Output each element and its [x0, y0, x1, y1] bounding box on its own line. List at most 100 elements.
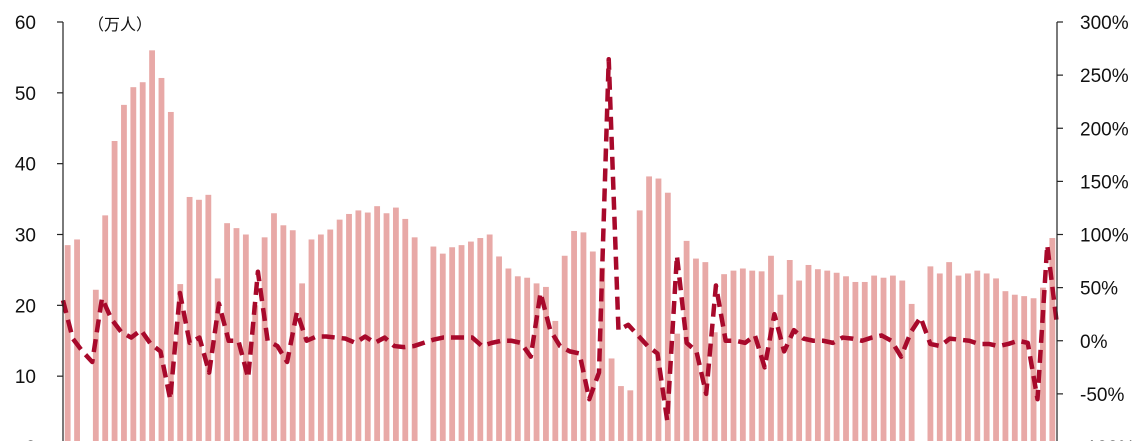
- left-tick-label: 10: [15, 367, 36, 388]
- bar: [786, 260, 793, 446]
- bar: [768, 255, 774, 446]
- bar: [121, 104, 127, 446]
- bar: [974, 270, 981, 446]
- bar: [833, 272, 840, 446]
- left-tick-label: 30: [15, 226, 36, 247]
- bar: [599, 267, 606, 446]
- bar: [308, 239, 315, 446]
- bar: [730, 270, 737, 446]
- left-axis: 0102030405060: [15, 13, 64, 446]
- bar: [261, 237, 268, 446]
- bar: [693, 258, 699, 446]
- bar: [1040, 287, 1046, 446]
- bar: [214, 278, 221, 446]
- bar: [533, 283, 540, 446]
- bar: [1030, 298, 1037, 446]
- right-tick-label: -50%: [1080, 385, 1124, 406]
- bar: [402, 218, 409, 446]
- bar: [646, 176, 652, 446]
- right-tick-label: 100%: [1080, 226, 1129, 247]
- bar: [618, 386, 624, 446]
- bar: [880, 277, 887, 446]
- bar: [946, 262, 953, 446]
- bar: [749, 270, 756, 446]
- bar: [64, 245, 71, 446]
- unit-label: （万人）: [88, 15, 152, 34]
- right-tick-label: 300%: [1080, 13, 1129, 34]
- bar: [702, 262, 709, 446]
- right-tick-label: 50%: [1080, 279, 1118, 300]
- bar: [458, 245, 465, 446]
- bar: [824, 270, 831, 446]
- right-tick-label: 250%: [1080, 66, 1129, 87]
- left-tick-label: 20: [15, 296, 36, 317]
- bar: [965, 273, 971, 446]
- left-tick-label: 50: [15, 84, 36, 105]
- bar: [552, 320, 559, 446]
- bar: [158, 77, 165, 446]
- bar: [430, 246, 437, 446]
- bar: [177, 284, 184, 446]
- bar: [514, 276, 521, 446]
- bar: [233, 228, 240, 446]
- bar: [627, 390, 634, 446]
- bar: [580, 232, 587, 446]
- bar: [1021, 296, 1028, 446]
- bar: [861, 281, 868, 446]
- bar: [636, 210, 643, 446]
- bar: [777, 294, 784, 446]
- bar: [449, 247, 456, 446]
- bar: [411, 237, 418, 446]
- bar: [927, 266, 934, 446]
- bar: [374, 206, 381, 446]
- bar: [102, 215, 109, 446]
- bar: [149, 50, 155, 446]
- bar: [796, 280, 803, 446]
- bar: [252, 305, 259, 446]
- bar: [383, 213, 390, 446]
- bar: [336, 219, 343, 446]
- growth-line: [60, 56, 1060, 423]
- bar: [139, 82, 146, 446]
- bar: [871, 275, 878, 446]
- bar: [346, 213, 352, 446]
- bar: [242, 234, 249, 446]
- bar: [711, 332, 718, 446]
- bar: [496, 256, 502, 446]
- right-tick-label: 200%: [1080, 119, 1129, 140]
- bar: [439, 253, 446, 446]
- bar: [355, 210, 362, 446]
- bar: [486, 234, 493, 446]
- bar: [721, 274, 728, 446]
- bar: [205, 194, 212, 446]
- bar: [468, 241, 474, 446]
- bar: [364, 212, 371, 446]
- bar: [317, 234, 324, 446]
- bar: [505, 268, 512, 446]
- bar: [589, 251, 596, 446]
- bar: [993, 278, 999, 446]
- bar: [543, 286, 549, 446]
- right-axis: -100%-50%0%50%100%150%200%250%300%: [1056, 13, 1134, 446]
- bar: [92, 289, 99, 446]
- bar: [805, 264, 812, 446]
- bar: [196, 199, 202, 446]
- bar: [983, 273, 990, 446]
- bar: [299, 283, 306, 446]
- bar: [889, 275, 896, 446]
- bar: [955, 275, 962, 446]
- bar: [843, 276, 849, 446]
- bar: [130, 87, 137, 446]
- bar: [655, 178, 662, 446]
- bar: [224, 223, 231, 446]
- bar: [852, 281, 859, 446]
- bar: [186, 196, 193, 446]
- right-tick-label: 0%: [1080, 332, 1108, 353]
- bar: [280, 225, 287, 446]
- bar: [1049, 238, 1056, 446]
- bar: [111, 141, 118, 446]
- bar-series: [64, 50, 1056, 446]
- bar: [392, 207, 399, 446]
